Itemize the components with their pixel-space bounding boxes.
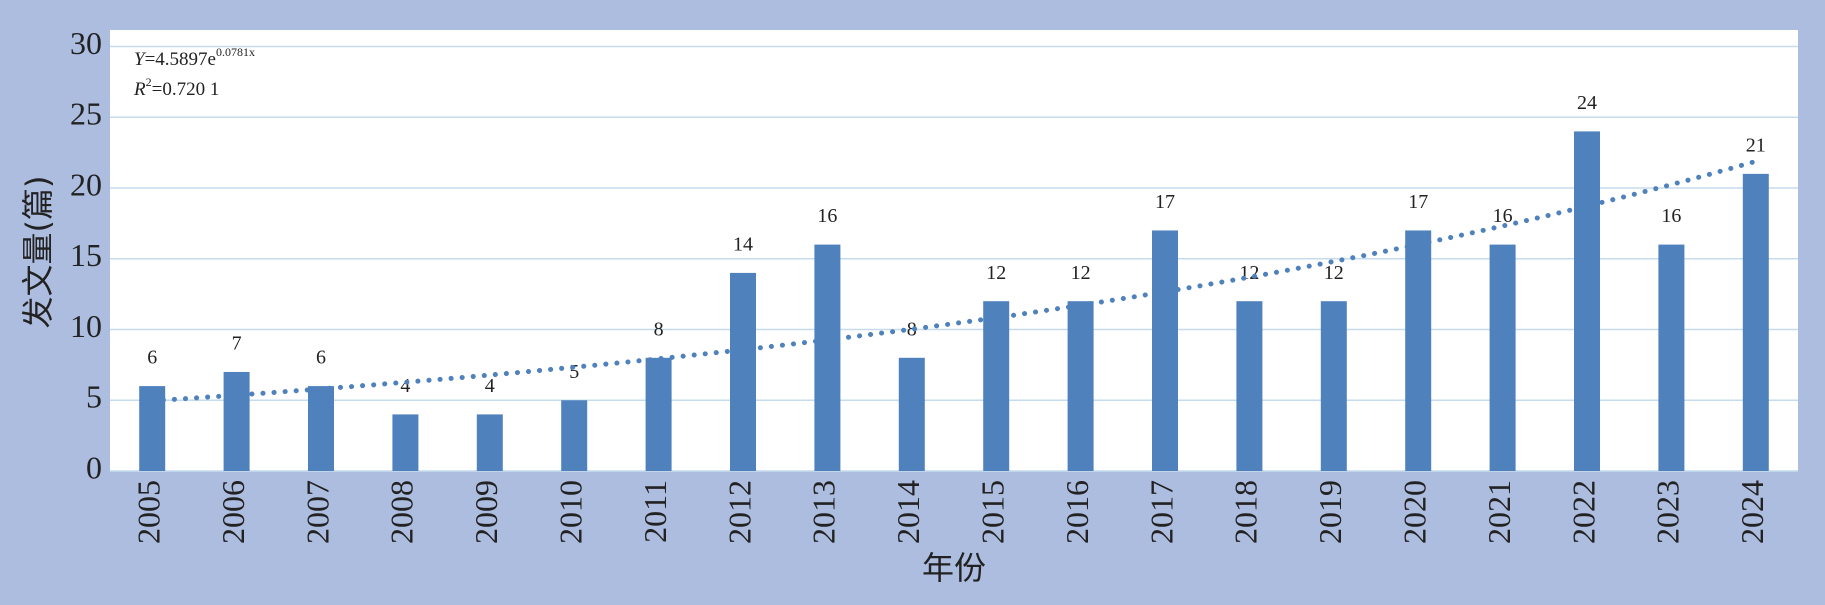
x-tick-label: 2012 <box>721 480 757 544</box>
y-tick-label: 15 <box>70 237 102 273</box>
y-tick-label: 25 <box>70 96 102 132</box>
r-squared: R2=0.720 1 <box>133 75 219 101</box>
x-tick-label: 2023 <box>1650 480 1686 544</box>
bar <box>1489 244 1516 471</box>
bar <box>223 371 250 471</box>
bar <box>983 301 1010 471</box>
x-tick-label: 2017 <box>1143 480 1179 544</box>
x-tick-label: 2006 <box>215 480 251 544</box>
trendline <box>149 158 1759 404</box>
value-label: 12 <box>986 262 1006 284</box>
value-label: 4 <box>400 375 410 397</box>
x-tick-label: 2022 <box>1565 480 1601 544</box>
bar <box>1742 173 1769 471</box>
value-label: 8 <box>654 318 664 340</box>
value-label: 14 <box>733 233 753 255</box>
value-label: 17 <box>1155 191 1175 213</box>
x-axis-label: 年份 <box>922 549 986 587</box>
bar <box>1405 230 1432 471</box>
bar <box>561 400 588 471</box>
x-tick-label: 2018 <box>1228 480 1264 544</box>
x-tick-label: 2009 <box>468 480 504 544</box>
x-tick-label: 2007 <box>299 480 335 544</box>
value-label: 5 <box>569 361 579 383</box>
eq-part: =4.5897e <box>145 49 216 70</box>
x-tick-label: 2016 <box>1059 480 1095 544</box>
bar <box>730 272 756 471</box>
bar <box>1236 301 1263 471</box>
bar <box>1067 301 1094 471</box>
bar <box>1574 131 1600 471</box>
bar <box>308 386 334 471</box>
bar <box>814 244 841 471</box>
x-tick-label: 2024 <box>1734 480 1770 544</box>
x-tick-label: 2014 <box>890 480 926 544</box>
value-label: 7 <box>232 333 242 355</box>
bar <box>645 357 672 471</box>
eq-exponent: 0.0781x <box>216 45 255 59</box>
value-label: 12 <box>1239 262 1259 284</box>
y-tick-label: 30 <box>70 25 102 61</box>
r-part: =0.720 1 <box>152 79 220 100</box>
bar <box>898 357 925 471</box>
value-label: 24 <box>1577 92 1597 114</box>
r-part: R <box>133 79 146 100</box>
x-tick-label: 2010 <box>553 480 589 544</box>
x-tick-label: 2019 <box>1312 480 1348 544</box>
y-tick-label: 10 <box>70 308 102 344</box>
value-label: 17 <box>1408 191 1428 213</box>
value-label: 6 <box>316 347 326 369</box>
value-label: 16 <box>817 205 837 227</box>
x-tick-label: 2021 <box>1481 480 1517 544</box>
y-tick-label: 0 <box>86 449 102 485</box>
x-tick-label: 2013 <box>806 480 842 544</box>
value-label: 12 <box>1324 262 1344 284</box>
bar <box>392 414 419 471</box>
value-label: 21 <box>1746 134 1766 156</box>
value-label: 6 <box>147 347 157 369</box>
value-label: 4 <box>485 375 495 397</box>
y-tick-label: 20 <box>70 166 102 202</box>
trend-equation: Y=4.5897e0.0781x <box>134 45 255 71</box>
r-exponent: 2 <box>146 75 152 89</box>
bar <box>476 414 503 471</box>
value-label: 16 <box>1661 205 1681 227</box>
value-label: 8 <box>907 318 917 340</box>
bar <box>1658 244 1685 471</box>
plot-area <box>110 30 1798 471</box>
bar <box>1152 230 1178 471</box>
y-tick-label: 5 <box>86 379 102 415</box>
eq-part: Y <box>134 49 147 70</box>
x-tick-label: 2008 <box>384 480 420 544</box>
x-tick-label: 2011 <box>637 480 673 543</box>
y-axis-label: 发文量(篇) <box>19 176 57 329</box>
bar <box>1320 301 1347 471</box>
x-tick-label: 2005 <box>131 480 167 544</box>
value-label: 12 <box>1071 262 1091 284</box>
x-tick-label: 2015 <box>975 480 1011 544</box>
x-tick-label: 2020 <box>1397 480 1433 544</box>
value-label: 16 <box>1493 205 1513 227</box>
